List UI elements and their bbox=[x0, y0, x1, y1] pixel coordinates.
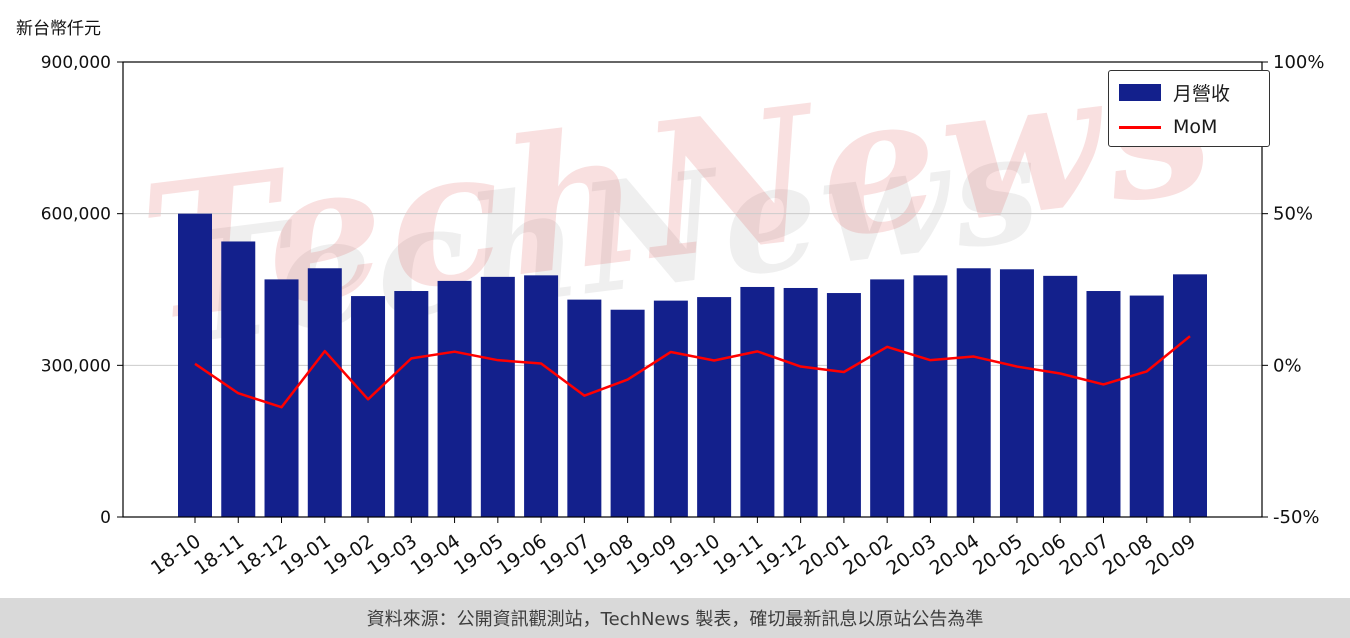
right-tick-label: 100% bbox=[1273, 52, 1324, 73]
bar-20-05 bbox=[999, 269, 1034, 517]
bar-20-07 bbox=[1086, 291, 1121, 517]
bar-20-06 bbox=[1043, 275, 1078, 517]
legend-label-revenue: 月營收 bbox=[1173, 83, 1231, 105]
bar-19-12 bbox=[783, 287, 818, 517]
right-tick-label: 0% bbox=[1273, 355, 1302, 376]
left-tick-label: 600,000 bbox=[41, 205, 111, 225]
x-tick-label-19-05: 19-05 bbox=[450, 530, 508, 580]
x-tick-label-20-02: 20-02 bbox=[839, 530, 897, 580]
x-tick-label-20-06: 20-06 bbox=[1012, 530, 1070, 580]
x-tick-label-18-12: 18-12 bbox=[234, 530, 292, 580]
x-tick-label-18-10: 18-10 bbox=[147, 530, 205, 580]
x-tick-label-19-07: 19-07 bbox=[536, 530, 594, 580]
bar-19-07 bbox=[567, 299, 602, 517]
footer-text: 資料來源：公開資訊觀測站，TechNews 製表，確切最新訊息以原站公告為準 bbox=[366, 609, 984, 630]
x-tick-label-20-08: 20-08 bbox=[1099, 530, 1157, 580]
bar-19-11 bbox=[740, 286, 775, 517]
x-tick-label-20-05: 20-05 bbox=[969, 530, 1027, 580]
bar-20-04 bbox=[956, 268, 991, 517]
footer: 資料來源：公開資訊觀測站，TechNews 製表，確切最新訊息以原站公告為準 bbox=[0, 598, 1350, 638]
bar-20-01 bbox=[826, 293, 861, 517]
bar-19-01 bbox=[307, 268, 342, 517]
bar-19-04 bbox=[437, 280, 472, 517]
x-tick-label-19-02: 19-02 bbox=[320, 530, 378, 580]
mom-line-swatch bbox=[1119, 125, 1161, 129]
bar-19-06 bbox=[524, 275, 559, 517]
plot-frame bbox=[122, 61, 1263, 518]
left-tick-label: 900,000 bbox=[41, 53, 111, 73]
x-tick-label-19-09: 19-09 bbox=[623, 530, 681, 580]
left-axis-title: 新台幣仟元 bbox=[16, 19, 101, 39]
mom-line bbox=[194, 335, 1191, 409]
x-tick-label-20-07: 20-07 bbox=[1055, 530, 1113, 580]
bar-19-09 bbox=[653, 300, 688, 517]
bar-18-11 bbox=[221, 241, 256, 517]
bar-20-03 bbox=[913, 275, 948, 517]
revenue-mom-chart: 0 300,000 600,000 900,000 -50% 0% 50% 100% 18-10… bbox=[41, 52, 1325, 580]
legend-item-mom: MoM bbox=[1119, 116, 1259, 138]
bar-19-10 bbox=[697, 297, 732, 517]
right-tick-label: -50% bbox=[1273, 507, 1320, 528]
bar-19-02 bbox=[351, 296, 386, 517]
x-tick-label-18-11: 18-11 bbox=[190, 530, 248, 580]
x-tick-label-19-06: 19-06 bbox=[493, 530, 551, 580]
bar-19-08 bbox=[610, 309, 645, 517]
legend-label-mom: MoM bbox=[1173, 116, 1218, 138]
x-tick-label-19-11: 19-11 bbox=[709, 530, 767, 580]
x-tick-label-20-03: 20-03 bbox=[882, 530, 940, 580]
x-tick-label-19-12: 19-12 bbox=[753, 530, 811, 580]
revenue-bar-swatch bbox=[1119, 84, 1161, 101]
bar-19-03 bbox=[394, 291, 429, 517]
bar-18-10 bbox=[178, 213, 212, 517]
x-tick-label-19-04: 19-04 bbox=[407, 530, 465, 580]
left-tick-label: 0 bbox=[100, 508, 111, 528]
bar-20-08 bbox=[1129, 295, 1164, 517]
x-tick-label-20-09: 20-09 bbox=[1142, 530, 1200, 580]
bar-18-12 bbox=[264, 279, 299, 517]
x-tick-label-19-08: 19-08 bbox=[580, 530, 638, 580]
legend: 月營收 MoM bbox=[1108, 70, 1270, 147]
bar-20-09 bbox=[1173, 274, 1207, 517]
legend-item-revenue: 月營收 bbox=[1119, 79, 1259, 106]
x-tick-label-20-04: 20-04 bbox=[926, 530, 984, 580]
bar-20-02 bbox=[870, 279, 905, 517]
left-tick-label: 300,000 bbox=[41, 356, 111, 376]
x-tick-label-19-10: 19-10 bbox=[666, 530, 724, 580]
x-tick-label-19-03: 19-03 bbox=[363, 530, 421, 580]
right-tick-label: 50% bbox=[1273, 204, 1313, 225]
x-tick-label-19-01: 19-01 bbox=[277, 530, 335, 580]
x-tick-label-20-01: 20-01 bbox=[796, 530, 854, 580]
bar-19-05 bbox=[480, 276, 515, 517]
